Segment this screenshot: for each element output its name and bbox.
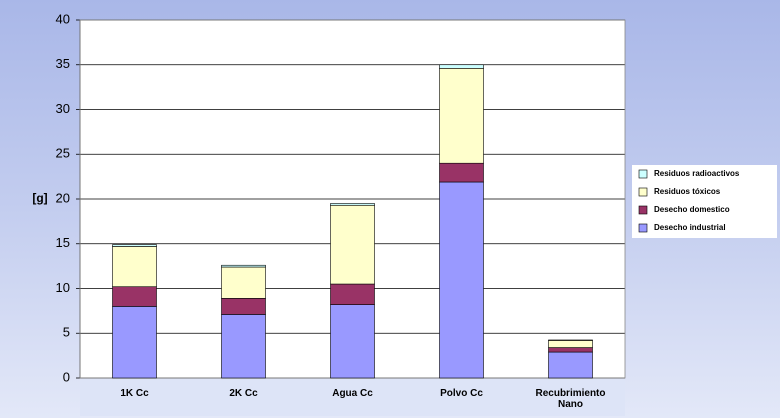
y-tick-label: 30 [56,101,70,116]
legend-swatch [638,169,648,179]
y-tick-label: 40 [56,11,70,26]
y-axis-label: [g] [32,191,47,205]
bar-segment [439,64,484,69]
x-tick-label: 2K Cc [229,388,258,399]
bar-segment [548,347,593,353]
bar-segment [439,181,484,379]
x-tick-label: Polvo Cc [440,388,483,399]
category-strip [80,379,625,416]
bar-segment [112,286,157,307]
y-tick-label: 15 [56,235,70,250]
bar-segment [439,162,484,183]
y-tick-label: 20 [56,190,70,205]
bar-segment [221,266,266,299]
legend-label: Residuos radioactivos [654,169,740,178]
bar-segment [439,68,484,164]
legend-swatch [638,205,648,215]
bar-segment [330,203,375,206]
x-tick-label: Agua Cc [332,388,373,399]
y-tick-label: 0 [63,369,70,384]
x-tick-label: 1K Cc [120,388,149,399]
y-tick-label: 35 [56,56,70,71]
legend-box [632,165,777,238]
y-tick-label: 5 [63,325,70,340]
bar-segment [330,283,375,305]
y-tick-label: 25 [56,146,70,161]
legend-label: Desecho domestico [654,205,730,214]
bar-segment [548,340,593,348]
legend-label: Desecho industrial [654,223,726,232]
y-tick-label: 10 [56,280,70,295]
bar-segment [112,244,157,247]
bar-segment [330,304,375,379]
bar-segment [221,298,266,315]
legend-label: Residuos tóxicos [654,187,721,196]
x-tick-label: Recubrimiento Nano [535,388,606,410]
bar-segment [112,306,157,379]
legend-swatch [638,223,648,233]
bar-segment [548,351,593,379]
legend-swatch [638,187,648,197]
bar-segment [112,246,157,288]
bar-segment [330,204,375,285]
bar-segment [221,314,266,379]
bar-segment [221,264,266,268]
